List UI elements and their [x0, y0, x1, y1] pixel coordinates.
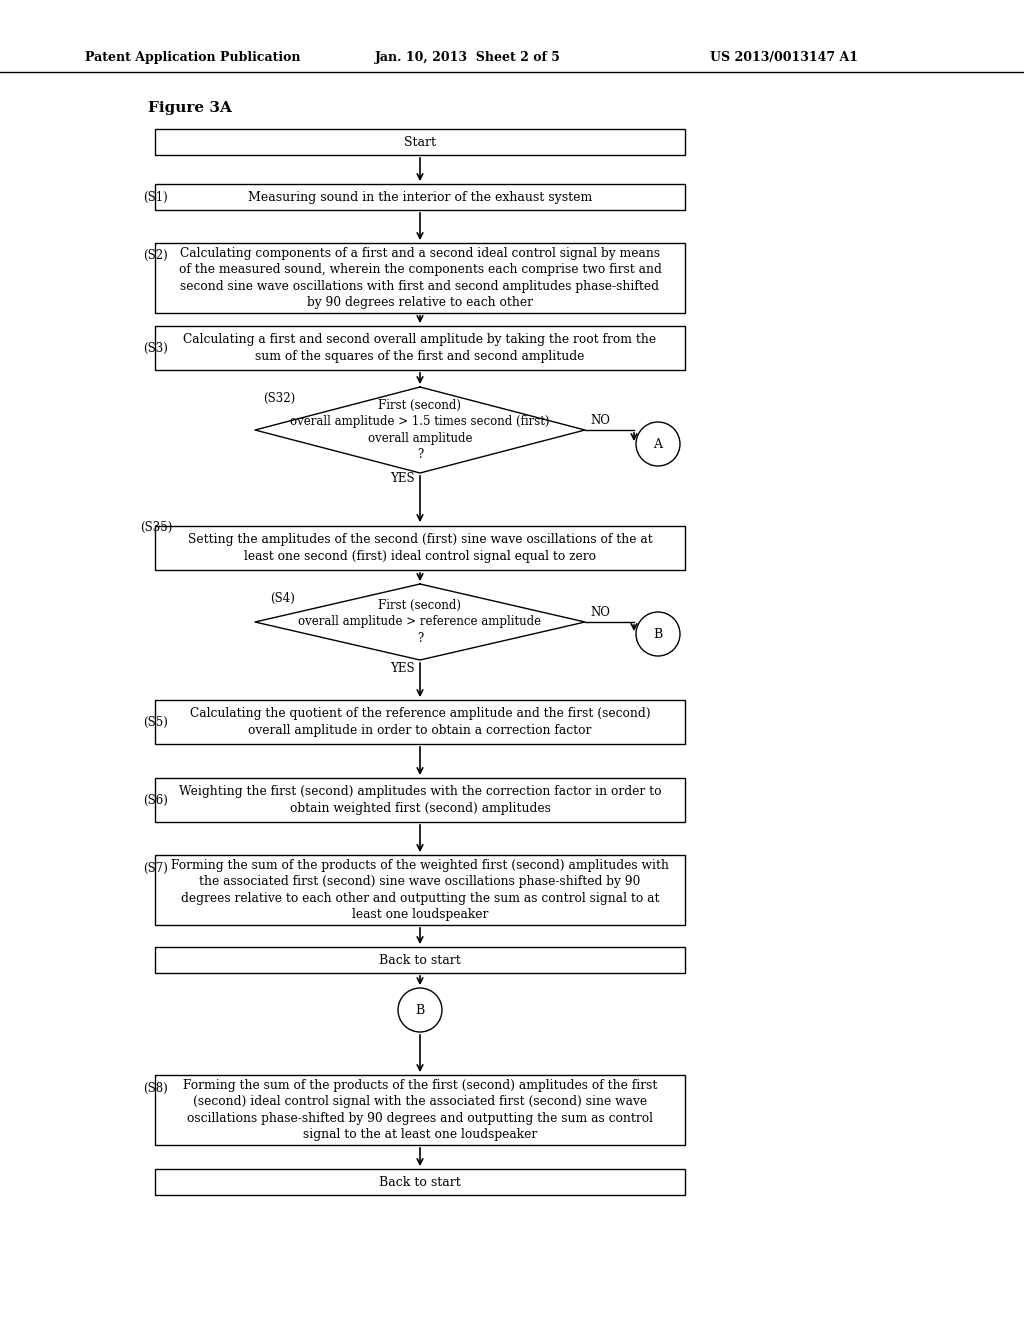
Text: Start: Start: [404, 136, 436, 149]
Text: Forming the sum of the products of the weighted first (second) amplitudes with
t: Forming the sum of the products of the w…: [171, 859, 669, 921]
Text: First (second)
overall amplitude > 1.5 times second (first)
overall amplitude
?: First (second) overall amplitude > 1.5 t…: [290, 399, 550, 461]
Text: (S1): (S1): [143, 190, 168, 203]
Text: B: B: [416, 1003, 425, 1016]
Text: US 2013/0013147 A1: US 2013/0013147 A1: [710, 50, 858, 63]
Text: YES: YES: [390, 661, 415, 675]
Bar: [155, 326, 685, 370]
Text: Calculating components of a first and a second ideal control signal by means
of : Calculating components of a first and a …: [178, 247, 662, 309]
Bar: [155, 129, 685, 154]
Text: (S35): (S35): [140, 520, 172, 533]
Bar: [155, 1074, 685, 1144]
Text: Calculating the quotient of the reference amplitude and the first (second)
overa: Calculating the quotient of the referenc…: [189, 708, 650, 737]
Circle shape: [636, 422, 680, 466]
Bar: [155, 525, 685, 570]
Bar: [155, 183, 685, 210]
Polygon shape: [255, 387, 585, 473]
Text: (S5): (S5): [143, 715, 168, 729]
Text: Back to start: Back to start: [379, 1176, 461, 1188]
Text: NO: NO: [590, 413, 610, 426]
Text: Back to start: Back to start: [379, 953, 461, 966]
Text: Calculating a first and second overall amplitude by taking the root from the
sum: Calculating a first and second overall a…: [183, 333, 656, 363]
Text: (S6): (S6): [143, 793, 168, 807]
Text: (S4): (S4): [270, 591, 295, 605]
Text: B: B: [653, 627, 663, 640]
Text: First (second)
overall amplitude > reference amplitude
?: First (second) overall amplitude > refer…: [298, 599, 542, 645]
Text: (S7): (S7): [143, 862, 168, 874]
Text: Measuring sound in the interior of the exhaust system: Measuring sound in the interior of the e…: [248, 190, 592, 203]
Text: YES: YES: [390, 471, 415, 484]
Circle shape: [636, 612, 680, 656]
Bar: [155, 700, 685, 744]
Text: (S8): (S8): [143, 1081, 168, 1094]
Bar: [155, 946, 685, 973]
Text: (S3): (S3): [143, 342, 168, 355]
Text: NO: NO: [590, 606, 610, 619]
Text: Figure 3A: Figure 3A: [148, 102, 231, 115]
Bar: [155, 777, 685, 822]
Bar: [155, 855, 685, 925]
Text: Weighting the first (second) amplitudes with the correction factor in order to
o: Weighting the first (second) amplitudes …: [179, 785, 662, 814]
Text: Forming the sum of the products of the first (second) amplitudes of the first
(s: Forming the sum of the products of the f…: [183, 1078, 657, 1142]
Text: Jan. 10, 2013  Sheet 2 of 5: Jan. 10, 2013 Sheet 2 of 5: [375, 50, 561, 63]
Text: (S2): (S2): [143, 248, 168, 261]
Text: A: A: [653, 437, 663, 450]
Text: Patent Application Publication: Patent Application Publication: [85, 50, 300, 63]
Bar: [155, 1170, 685, 1195]
Polygon shape: [255, 583, 585, 660]
Circle shape: [398, 987, 442, 1032]
Text: Setting the amplitudes of the second (first) sine wave oscillations of the at
le: Setting the amplitudes of the second (fi…: [187, 533, 652, 562]
Text: (S32): (S32): [263, 392, 295, 404]
Bar: [155, 243, 685, 313]
